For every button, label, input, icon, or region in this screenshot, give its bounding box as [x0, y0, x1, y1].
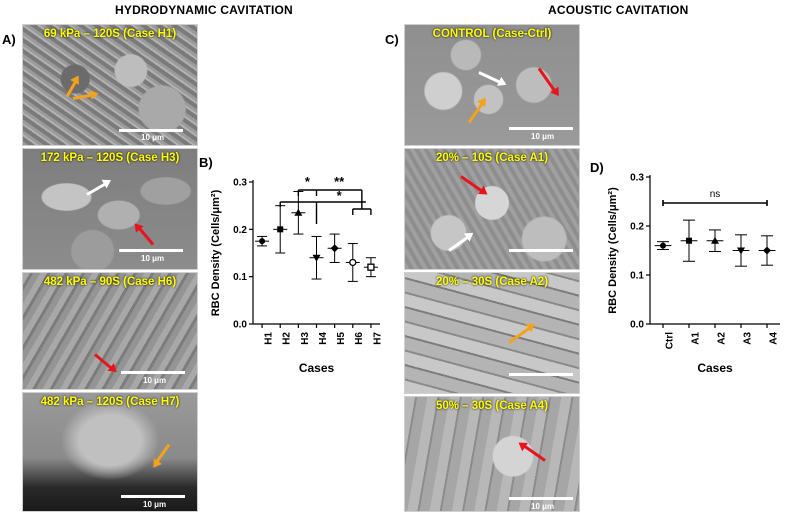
- x-tick-label: H4: [318, 332, 329, 345]
- y-tick-label: 0.2: [630, 222, 644, 233]
- panel-letter-b: B): [199, 155, 213, 170]
- sem-label-h1: 69 kPa – 120S (Case H1): [43, 28, 177, 40]
- chart-d: 0.0 0.1 0.2 0.3 RBC Density (Cells/μm²) Ctrl A…: [607, 173, 780, 375]
- sem-image-a1: 20% – 10S (Case A1): [404, 148, 580, 270]
- scale-label: 10 μm: [531, 502, 555, 511]
- x-tick-label: H5: [336, 332, 347, 345]
- y-tick-label: 0.1: [630, 271, 644, 282]
- red-arrow-icon: [94, 353, 113, 370]
- data-point: [763, 246, 771, 255]
- x-tick-label: A3: [742, 332, 753, 345]
- panel-letter-a: A): [2, 32, 16, 47]
- chart-b: 0.0 0.1 0.2 0.3 RBC Density (Cells/μm²) H1 H2 H…: [210, 174, 383, 375]
- significance-label: **: [334, 174, 345, 189]
- x-tick-label: A1: [690, 332, 701, 345]
- sem-label-h7: 482 kPa – 120S (Case H7): [40, 396, 180, 408]
- y-axis-label: RBC Density (Cells/μm²): [607, 187, 619, 314]
- data-point: [737, 247, 745, 255]
- red-arrow-icon: [137, 226, 155, 246]
- scale-bar: [509, 249, 573, 252]
- significance-label: *: [305, 174, 311, 189]
- data-point: [367, 263, 375, 271]
- data-point: [277, 226, 284, 233]
- sem-image-h6: 482 kPa – 90S (Case H6) 10 μm: [22, 272, 198, 390]
- sem-image-h3: 172 kPa – 120S (Case H3) 10 μm: [22, 148, 198, 270]
- sem-image-a2: 20% – 30S (Case A2): [404, 272, 580, 394]
- orange-arrow-icon: [508, 326, 532, 344]
- panel-letter-d: D): [590, 160, 604, 175]
- scale-label: 10 μm: [143, 500, 167, 509]
- sem-label-a4: 50% – 30S (Case A4): [435, 400, 549, 412]
- scale-bar: [509, 497, 573, 500]
- x-tick-label: H7: [372, 332, 383, 345]
- x-tick-label: A4: [768, 332, 779, 345]
- section-title-acoustic: ACOUSTIC CAVITATION: [548, 3, 689, 17]
- red-arrow-icon: [537, 67, 557, 93]
- x-tick-label: H2: [282, 332, 293, 345]
- y-tick-label: 0.0: [630, 320, 644, 331]
- scale-label: 10 μm: [141, 133, 165, 142]
- x-tick-label: H6: [354, 332, 365, 345]
- panel-letter-c: C): [385, 32, 399, 47]
- orange-arrow-icon: [72, 93, 93, 100]
- sem-label-ctrl: CONTROL (Case-Ctrl): [432, 28, 552, 40]
- data-point: [711, 236, 719, 244]
- data-point: [686, 237, 692, 244]
- scale-label: 10 μm: [141, 254, 165, 263]
- scale-bar: [121, 495, 185, 498]
- significance-label: ns: [710, 189, 721, 200]
- red-arrow-icon: [460, 175, 484, 193]
- orange-arrow-icon: [155, 443, 171, 464]
- section-title-hydrodynamic: HYDRODYNAMIC CAVITATION: [115, 3, 293, 17]
- significance-label: *: [337, 188, 343, 203]
- x-tick-label: Ctrl: [664, 332, 675, 349]
- scale-bar: [119, 129, 183, 132]
- x-tick-label: H1: [263, 332, 274, 345]
- scale-label: 10 μm: [531, 132, 555, 141]
- red-arrow-icon: [522, 444, 546, 462]
- sem-image-h1: 69 kPa – 120S (Case H1) 10 μm: [22, 24, 198, 146]
- scale-bar: [119, 249, 183, 252]
- data-point: [294, 208, 303, 216]
- scale-bar: [121, 371, 185, 374]
- y-tick-label: 0.1: [233, 272, 247, 283]
- y-tick-label: 0.0: [233, 320, 247, 331]
- data-point: [660, 242, 666, 249]
- sem-label-a2: 20% – 30S (Case A2): [435, 276, 549, 288]
- scale-label: 10 μm: [143, 376, 167, 385]
- x-axis-label: Cases: [299, 361, 335, 375]
- white-arrow-icon: [478, 71, 502, 85]
- scale-bar: [509, 373, 573, 376]
- data-point: [312, 254, 321, 262]
- y-tick-label: 0.2: [233, 225, 247, 236]
- sem-label-h3: 172 kPa – 120S (Case H3): [40, 152, 180, 164]
- y-tick-label: 0.3: [233, 178, 247, 189]
- x-axis-label: Cases: [697, 361, 733, 375]
- sem-image-a4: 50% – 30S (Case A4) 10 μm: [404, 396, 580, 512]
- orange-arrow-icon: [65, 80, 78, 98]
- data-point: [349, 258, 357, 267]
- sem-label-a1: 20% – 10S (Case A1): [435, 152, 549, 164]
- x-tick-label: H3: [300, 332, 311, 345]
- sem-image-h7: 482 kPa – 120S (Case H7) 10 μm: [22, 392, 198, 512]
- y-axis-label: RBC Density (Cells/μm²): [210, 189, 222, 316]
- x-tick-label: A2: [716, 332, 727, 345]
- sem-image-ctrl: CONTROL (Case-Ctrl) 10 μm: [404, 24, 580, 146]
- data-point: [259, 238, 266, 245]
- y-tick-label: 0.3: [630, 173, 644, 184]
- orange-arrow-icon: [467, 101, 484, 124]
- sem-label-h6: 482 kPa – 90S (Case H6): [43, 276, 177, 288]
- data-point: [330, 244, 339, 253]
- white-arrow-icon: [448, 235, 470, 252]
- scale-bar: [509, 127, 573, 130]
- white-arrow-icon: [86, 182, 107, 196]
